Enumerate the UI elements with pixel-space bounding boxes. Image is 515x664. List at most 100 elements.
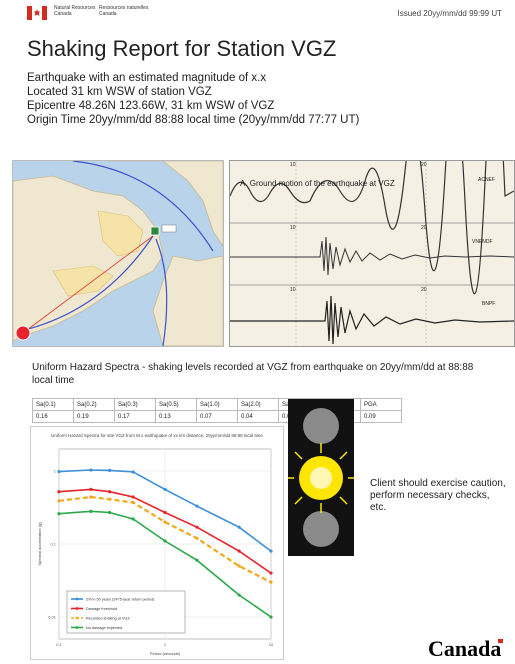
data-point — [195, 504, 199, 508]
table-header-cell: Sa(0.1) — [32, 398, 74, 411]
epicentre-map — [12, 160, 224, 347]
trace-label: ACNEF — [478, 177, 495, 183]
legend-entry: Damage threshold — [86, 607, 117, 611]
green-lamp-off — [303, 511, 339, 547]
data-point — [131, 517, 135, 521]
time-tick: 20 — [421, 162, 427, 168]
time-tick: 20 — [421, 287, 427, 293]
time-tick: 10 — [290, 225, 296, 231]
table-cell: 0.09 — [360, 410, 402, 423]
location-line: Located 31 km WSW of station VGZ — [27, 86, 212, 98]
legend-marker — [75, 597, 79, 601]
data-point — [131, 470, 135, 474]
y-tick-label: 0.1 — [50, 542, 56, 547]
seismogram-panel: A. Ground motion of the earthquake at VG… — [229, 160, 515, 347]
y-tick-label: 0.01 — [48, 615, 57, 620]
data-point — [89, 487, 93, 491]
alert-message: Client should exercise caution, perform … — [370, 478, 506, 513]
issued-timestamp: Issued 20yy/mm/dd 99:99 UT — [397, 9, 503, 18]
data-point — [57, 512, 61, 516]
seismogram-graphic — [230, 161, 514, 346]
series-line — [58, 488, 272, 574]
chart-title: Uniform Hazard Spectra for site VGZ from… — [51, 433, 263, 438]
data-point — [163, 510, 167, 515]
time-tick: 20 — [421, 225, 427, 231]
page-title: Shaking Report for Station VGZ — [27, 36, 337, 61]
origin-time-line: Origin Time 20yy/mm/dd 88:88 local time … — [27, 114, 360, 126]
table-cell: 0.19 — [73, 410, 115, 423]
trace-label: BNPF — [482, 301, 496, 307]
table-header-cell: Sa(2.0) — [237, 398, 279, 411]
table-cell: 0.16 — [32, 410, 74, 423]
data-point — [107, 468, 112, 472]
x-tick-label: 10 — [269, 642, 274, 647]
table-cell: 0.04 — [237, 410, 279, 423]
data-point — [237, 549, 241, 553]
wordmark-flag-icon — [498, 639, 503, 643]
table-cell: 0.13 — [155, 410, 197, 423]
table-header-cell: Sa(0.2) — [73, 398, 115, 411]
series-line — [58, 469, 272, 552]
data-point — [269, 615, 273, 619]
data-point — [89, 468, 93, 472]
magnitude-line: Earthquake with an estimated magnitude o… — [27, 72, 267, 84]
legend-marker — [75, 607, 79, 610]
map-graphic — [13, 161, 223, 346]
legend-marker — [75, 626, 79, 629]
data-point — [163, 487, 167, 491]
data-point — [195, 536, 199, 540]
data-point — [195, 525, 199, 529]
alert-traffic-light — [288, 399, 354, 556]
yellow-lamp-glow — [288, 443, 354, 513]
trace-label: VNENDF — [472, 239, 493, 245]
data-point — [107, 490, 112, 494]
data-point — [57, 470, 61, 474]
red-lamp-off — [303, 408, 339, 444]
data-point — [237, 525, 241, 529]
data-point — [195, 558, 199, 562]
hazard-section-title: Uniform Hazard Spectra - shaking levels … — [32, 362, 474, 386]
data-point — [131, 500, 135, 505]
table-header-cell: Sa(0.3) — [114, 398, 156, 411]
table-cell: 0.07 — [196, 410, 238, 423]
data-point — [237, 593, 241, 597]
y-tick-label: 1 — [54, 468, 57, 473]
legend-entry: Recorded shaking at VGZ — [86, 617, 130, 621]
legend-entry: No damage expected — [86, 626, 122, 630]
table-header-cell: PGA — [360, 398, 402, 411]
table-header-cell: Sa(0.5) — [155, 398, 197, 411]
time-tick: 10 — [290, 162, 296, 168]
time-tick: 10 — [290, 287, 296, 293]
data-point — [89, 495, 93, 499]
legend-box — [66, 590, 186, 634]
data-point — [237, 564, 241, 568]
data-point — [107, 497, 112, 501]
data-point — [269, 571, 273, 575]
data-point — [131, 495, 135, 499]
traffic-light-graphic — [288, 399, 354, 556]
table-header-cell: Sa(1.0) — [196, 398, 238, 411]
data-point — [57, 490, 61, 494]
epicentre-line: Epicentre 48.26N 123.66W, 31 km WSW of V… — [27, 100, 275, 112]
chart-svg: Uniform Hazard Spectra for site VGZ from… — [37, 433, 274, 656]
data-point — [163, 539, 167, 543]
legend-entry: 2% in 50 years (2475-year return period) — [86, 598, 155, 602]
series-line — [58, 495, 272, 584]
data-point — [89, 509, 93, 513]
y-axis-label: Spectral acceleration (g) — [37, 522, 42, 566]
series-line — [58, 510, 272, 618]
canada-flag-icon — [27, 6, 47, 20]
table-cell: 0.17 — [114, 410, 156, 423]
x-tick-label: 1 — [164, 642, 167, 647]
department-name-fr: Ressources naturelles Canada — [99, 5, 149, 17]
x-axis-label: Period (seconds) — [150, 651, 181, 656]
data-point — [163, 520, 167, 524]
canada-wordmark: Canada — [428, 636, 502, 661]
data-point — [57, 499, 61, 503]
department-name-en: Natural Resources Canada — [54, 5, 96, 17]
data-point — [107, 510, 112, 515]
legend-marker — [75, 616, 79, 620]
uniform-hazard-spectra-chart: Uniform Hazard Spectra for site VGZ from… — [30, 426, 284, 660]
seismogram-title: A. Ground motion of the earthquake at VG… — [240, 179, 395, 188]
x-tick-label: 0.1 — [56, 642, 62, 647]
